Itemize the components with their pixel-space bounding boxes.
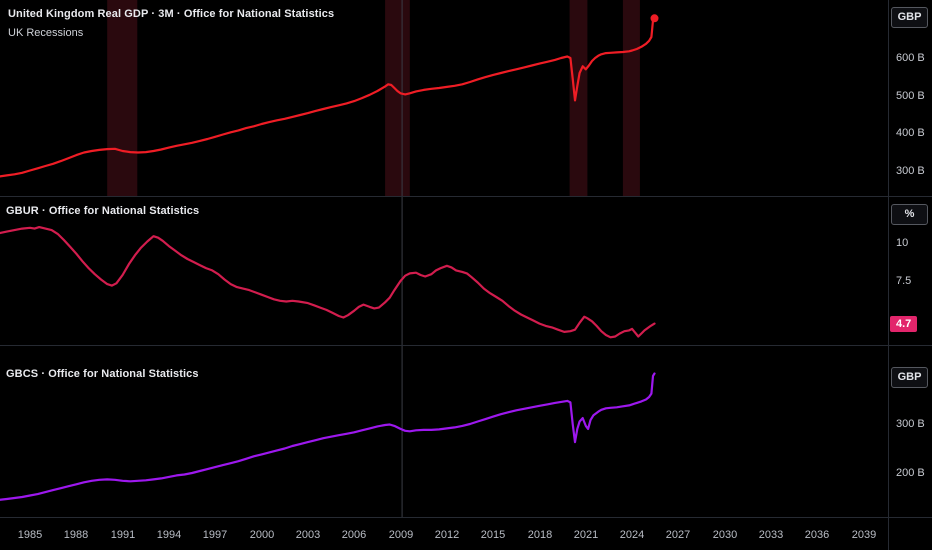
- gdp-price-tick-label: 500 B: [896, 90, 925, 102]
- recession-band: [385, 0, 410, 196]
- gbur-last-value-badge: 4.7: [890, 316, 918, 332]
- gbur-price-tick-label: 7.5: [896, 275, 912, 287]
- gdp-series-line[interactable]: [0, 17, 656, 178]
- gdp-price-tick-label: 600 B: [896, 52, 925, 64]
- pane1-recessions-label[interactable]: UK Recessions: [8, 27, 84, 39]
- pane2-title[interactable]: GBUR · Office for National Statistics: [6, 205, 200, 217]
- time-tick-label: 2021: [573, 529, 599, 541]
- time-tick-label: 2006: [341, 529, 367, 541]
- pane3-title[interactable]: GBCS · Office for National Statistics: [6, 368, 199, 380]
- time-tick-label: 2012: [434, 529, 460, 541]
- gdp-last-value-dot: [650, 14, 659, 23]
- price-scale[interactable]: GBP % GBP 600 B 500 B 400 B 300 B 10 7.5 4.7 30…: [889, 0, 932, 550]
- gbcs-price-tick-label: 200 B: [896, 467, 925, 479]
- recession-band: [107, 0, 138, 196]
- time-axis[interactable]: 1985 1988 1991 1994 1997 2000 2003 2006 2009 2012…: [0, 518, 932, 550]
- time-tick-label: 2018: [527, 529, 553, 541]
- time-tick-label: 1997: [202, 529, 228, 541]
- gbcs-price-tick-label: 300 B: [896, 418, 925, 430]
- recession-band: [569, 0, 588, 196]
- time-tick-label: 2030: [712, 529, 738, 541]
- gdp-price-tick-label: 300 B: [896, 165, 925, 177]
- time-tick-label: 2000: [249, 529, 275, 541]
- pane1-title[interactable]: United Kingdom Real GDP · 3M · Office fo…: [8, 8, 335, 20]
- gbur-series-line[interactable]: [0, 226, 656, 339]
- gbcs-series-line[interactable]: [0, 372, 656, 501]
- time-tick-label: 2027: [665, 529, 691, 541]
- time-tick-label: 2015: [480, 529, 506, 541]
- gdp-price-tick-label: 400 B: [896, 127, 925, 139]
- time-tick-label: 1985: [17, 529, 43, 541]
- gbur-price-tick-label: 10: [896, 237, 909, 249]
- time-tick-label: 1991: [110, 529, 136, 541]
- time-tick-label: 2036: [804, 529, 830, 541]
- time-tick-label: 1994: [156, 529, 182, 541]
- time-tick-label: 2033: [758, 529, 784, 541]
- time-tick-label: 2039: [851, 529, 877, 541]
- pane3-currency-button[interactable]: GBP: [891, 367, 928, 388]
- time-tick-label: 2024: [619, 529, 645, 541]
- pane1-currency-button[interactable]: GBP: [891, 7, 928, 28]
- recession-band: [622, 0, 640, 196]
- time-tick-label: 2003: [295, 529, 321, 541]
- time-tick-label: 2009: [388, 529, 414, 541]
- time-tick-label: 1988: [63, 529, 89, 541]
- pane2-percent-button[interactable]: %: [891, 204, 928, 225]
